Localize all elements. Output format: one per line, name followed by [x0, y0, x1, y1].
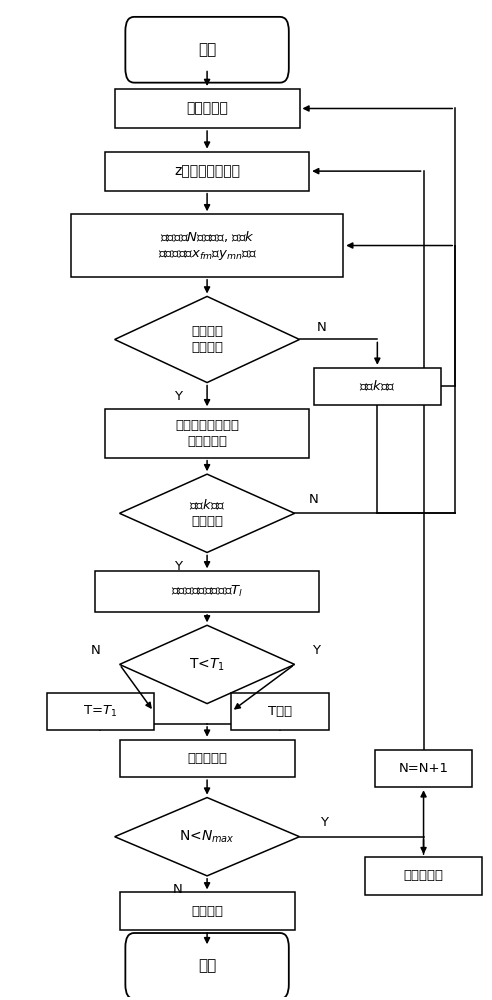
Polygon shape — [120, 625, 295, 704]
Polygon shape — [120, 474, 295, 552]
Text: 是否满足
约束条件: 是否满足 约束条件 — [191, 325, 223, 354]
Text: 输出结果: 输出结果 — [191, 905, 223, 918]
Text: Y: Y — [312, 644, 320, 657]
FancyBboxPatch shape — [125, 17, 289, 83]
Text: Y: Y — [174, 390, 182, 403]
Text: T=$T_1$: T=$T_1$ — [83, 704, 117, 719]
Text: 蚂蚁$k$是否
到达终点: 蚂蚁$k$是否 到达终点 — [189, 498, 225, 528]
Text: z只蚂蚁放在起点: z只蚂蚁放在起点 — [174, 164, 240, 178]
Bar — [314, 368, 440, 405]
Text: N: N — [173, 883, 183, 896]
Bar — [375, 750, 472, 787]
Text: 将蚂蚁走过的路段
加入禁忌表: 将蚂蚁走过的路段 加入禁忌表 — [175, 419, 239, 448]
Text: 蚂蚁$k$死亡: 蚂蚁$k$死亡 — [359, 379, 396, 394]
Text: T不变: T不变 — [268, 705, 292, 718]
Text: N: N — [316, 321, 326, 334]
Text: N: N — [309, 493, 319, 506]
Text: 清空禁忌表: 清空禁忌表 — [403, 869, 444, 882]
Bar — [120, 892, 295, 930]
Bar — [105, 409, 309, 458]
Text: N<$N_{max}$: N<$N_{max}$ — [179, 829, 235, 845]
Bar — [365, 857, 482, 895]
Text: Y: Y — [174, 560, 182, 573]
Bar — [115, 89, 300, 128]
Bar — [231, 693, 329, 730]
Bar — [95, 571, 319, 612]
Text: 开始: 开始 — [198, 42, 216, 57]
Bar — [71, 214, 343, 277]
Polygon shape — [115, 798, 300, 876]
Bar — [105, 152, 309, 191]
Text: 计算本次迭代最优解$T_l$: 计算本次迭代最优解$T_l$ — [171, 584, 244, 599]
Bar — [47, 693, 154, 730]
Polygon shape — [115, 296, 300, 383]
Text: T<$T_1$: T<$T_1$ — [189, 656, 225, 673]
Text: Y: Y — [320, 816, 328, 829]
Text: 更新信息素: 更新信息素 — [187, 752, 227, 765]
Text: 结束: 结束 — [198, 958, 216, 973]
Text: 计算在第$N$次迭代时, 蚂蚁$k$
转移到路段$x_{fm}$、$y_{mn}$概率: 计算在第$N$次迭代时, 蚂蚁$k$ 转移到路段$x_{fm}$、$y_{mn}… — [157, 229, 257, 262]
Bar — [120, 740, 295, 777]
Text: N=N+1: N=N+1 — [399, 762, 449, 775]
Text: 初始化参数: 初始化参数 — [186, 101, 228, 115]
FancyBboxPatch shape — [125, 933, 289, 999]
Text: N: N — [91, 644, 100, 657]
